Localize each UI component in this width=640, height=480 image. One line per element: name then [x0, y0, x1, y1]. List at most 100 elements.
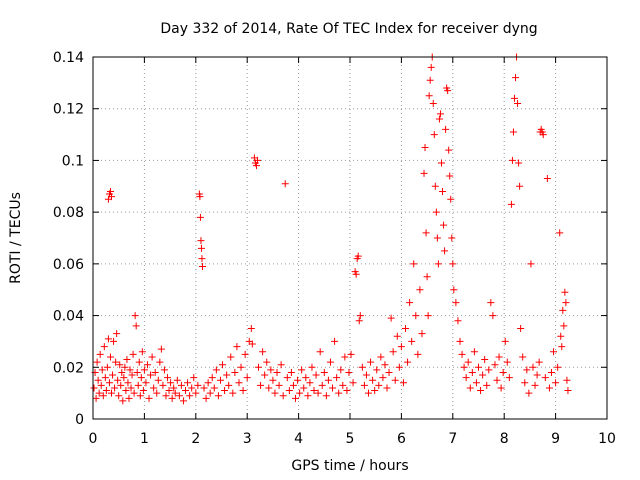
data-point: [362, 371, 370, 379]
data-point: [147, 371, 155, 379]
data-point: [106, 353, 114, 361]
data-point: [257, 381, 265, 389]
data-point: [509, 128, 517, 136]
data-point: [408, 337, 416, 345]
data-point: [182, 387, 190, 395]
data-point: [512, 74, 520, 82]
data-point: [421, 144, 429, 151]
data-point: [341, 353, 349, 361]
data-point: [487, 299, 495, 307]
data-point: [154, 376, 162, 384]
data-point: [95, 389, 103, 397]
x-tick-label: 7: [448, 431, 457, 447]
data-point: [198, 255, 206, 263]
data-point: [285, 387, 293, 395]
data-point: [170, 384, 178, 392]
data-point: [108, 389, 116, 397]
axis-ticks: [92, 56, 608, 420]
data-point: [525, 389, 533, 397]
data-point: [103, 363, 111, 371]
data-point: [111, 384, 119, 392]
data-point: [424, 312, 432, 320]
data-point: [489, 312, 497, 320]
data-point: [381, 361, 389, 369]
data-point: [312, 371, 320, 379]
data-point: [434, 260, 442, 268]
data-point: [289, 381, 297, 389]
data-point: [296, 389, 304, 397]
data-point: [339, 381, 347, 389]
data-point: [216, 376, 224, 384]
data-point: [472, 379, 480, 387]
data-point: [101, 374, 109, 382]
data-point: [499, 368, 507, 376]
data-point: [479, 371, 487, 379]
data-point: [298, 366, 306, 374]
data-point: [94, 376, 102, 384]
data-point: [137, 374, 145, 382]
data-point: [130, 389, 138, 397]
data-point: [261, 371, 269, 379]
data-point: [105, 379, 113, 387]
data-point: [133, 368, 141, 376]
data-point: [436, 110, 444, 118]
data-point: [127, 384, 135, 392]
data-point: [98, 366, 106, 374]
data-point: [227, 353, 235, 361]
data-point: [563, 376, 571, 384]
data-point: [503, 358, 511, 366]
data-point: [140, 366, 148, 374]
data-point: [102, 387, 110, 395]
data-point: [491, 361, 499, 369]
data-point: [519, 353, 527, 361]
data-point: [233, 343, 241, 351]
data-point: [456, 337, 464, 345]
data-point: [365, 389, 373, 397]
data-point: [123, 356, 131, 364]
data-point: [196, 193, 204, 201]
data-point: [331, 337, 339, 345]
data-point: [214, 392, 222, 400]
data-point: [452, 299, 460, 307]
data-point: [329, 384, 337, 392]
x-tick-label: 3: [243, 431, 252, 447]
data-point: [171, 389, 179, 397]
data-point: [263, 358, 271, 366]
data-point: [104, 335, 112, 343]
data-point: [547, 368, 555, 376]
x-tick-label: 0: [89, 431, 98, 447]
data-point: [294, 376, 302, 384]
data-point: [184, 379, 192, 387]
x-tick-label: 4: [294, 431, 303, 447]
data-point: [521, 379, 529, 387]
data-point: [354, 252, 362, 260]
data-point: [132, 322, 140, 330]
data-point: [402, 325, 410, 332]
data-point: [273, 368, 281, 376]
data-point: [356, 312, 364, 320]
y-tick-labels: 0 0.02 0.04 0.06 0.08 0.1 0.12 0.14: [53, 50, 84, 428]
data-point: [247, 325, 255, 332]
data-point: [375, 381, 383, 389]
data-point: [196, 213, 204, 221]
data-point: [106, 187, 114, 195]
data-point: [223, 371, 231, 379]
data-point: [475, 363, 482, 371]
data-point: [164, 374, 172, 382]
data-point: [556, 229, 564, 237]
data-point: [429, 100, 437, 108]
data-point: [138, 348, 146, 356]
y-tick-label: 0.12: [53, 102, 84, 118]
data-point: [122, 387, 130, 395]
data-point: [495, 353, 503, 361]
data-point: [433, 234, 441, 242]
data-point: [113, 330, 121, 338]
data-point: [248, 340, 256, 348]
data-point: [116, 361, 124, 369]
data-point: [243, 374, 251, 382]
data-point: [237, 363, 245, 371]
x-tick-label: 2: [191, 431, 200, 447]
data-point: [314, 389, 322, 397]
data-point: [148, 353, 156, 361]
data-point: [265, 384, 273, 392]
